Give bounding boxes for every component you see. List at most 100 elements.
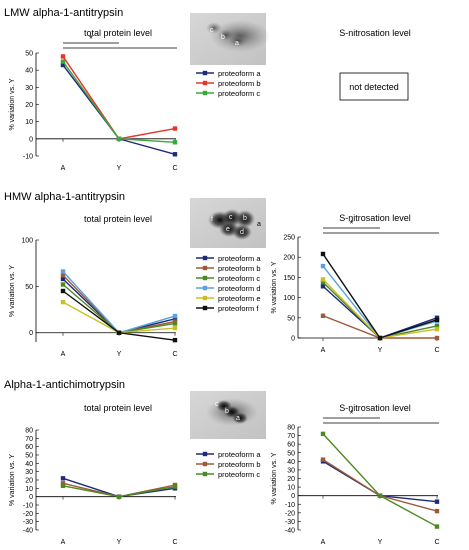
chart-title: total protein level (84, 28, 152, 38)
y-tick-label: 10 (25, 119, 33, 126)
significance-star: * (350, 409, 354, 420)
x-tick-label: Y (378, 347, 383, 354)
blot-image-alpha: c b a (190, 391, 266, 439)
legend-swatch-marker (202, 285, 208, 291)
series-line (62, 61, 176, 143)
legend-label: proteoform f (218, 304, 259, 313)
y-axis-label: % variation vs. Y (271, 452, 278, 504)
y-tick-label: 30 (287, 467, 295, 474)
legend-label: proteoform b (218, 264, 261, 273)
data-point (172, 152, 178, 157)
data-point (434, 317, 440, 323)
blot-label: c (210, 27, 214, 34)
y-tick-label: 0 (29, 494, 33, 501)
series-1 (320, 457, 440, 514)
series-2 (60, 59, 178, 145)
blot-label: b (225, 408, 229, 415)
legend-label: proteoform c (218, 470, 260, 479)
data-point (172, 313, 178, 319)
y-tick-label: 70 (25, 436, 33, 443)
data-point (172, 126, 178, 131)
data-point (320, 251, 326, 257)
legend-swatch-marker (202, 255, 208, 261)
legend-swatch-marker (202, 80, 208, 86)
y-tick-label: 40 (25, 461, 33, 468)
y-tick-label: 0 (29, 330, 33, 337)
legend-swatch-marker (202, 70, 208, 76)
legend-label: proteoform c (218, 89, 260, 98)
y-axis-label: % variation vs. Y (9, 78, 16, 130)
data-point (320, 277, 326, 282)
section-title-lmw: LMW alpha-1-antitrypsin (4, 7, 123, 19)
legend-swatch-marker (202, 275, 208, 281)
data-point (320, 280, 326, 285)
data-point (377, 335, 383, 341)
y-tick-label: 20 (25, 102, 33, 109)
blot-label: a (235, 40, 239, 47)
y-tick-label: 80 (25, 428, 33, 435)
not-detected-box (339, 72, 409, 101)
section-title-alpha: Alpha-1-antichimotrypsin (4, 379, 125, 391)
y-tick-label: 10 (25, 486, 33, 493)
blot-label: a (257, 221, 261, 228)
data-point (60, 59, 66, 64)
y-tick-label: 150 (283, 275, 295, 282)
series-line (322, 433, 438, 528)
data-point (172, 337, 178, 343)
chart-title: total protein level (84, 403, 152, 413)
data-point (60, 276, 66, 282)
blot-label: b (243, 215, 247, 222)
series-line (62, 56, 176, 140)
data-point (172, 140, 178, 145)
y-axis-label: % variation vs. Y (271, 261, 278, 313)
data-point (434, 499, 440, 504)
x-tick-label: C (172, 165, 177, 172)
y-tick-label: 50 (287, 315, 295, 322)
x-tick-label: A (321, 347, 326, 354)
legend-label: proteoform a (218, 69, 261, 78)
data-point (320, 284, 326, 289)
legend-label: proteoform e (218, 294, 261, 303)
legend-swatch-marker (202, 451, 208, 457)
y-tick-label: 30 (25, 469, 33, 476)
data-point (434, 524, 440, 529)
data-point (60, 483, 66, 489)
y-tick-label: 250 (283, 235, 295, 242)
x-tick-label: Y (117, 165, 122, 172)
y-tick-label: 50 (287, 450, 295, 457)
data-point (434, 508, 440, 514)
blot-label: c (215, 401, 219, 408)
y-tick-label: 0 (29, 136, 33, 143)
significance-star: * (350, 219, 354, 230)
series-5 (60, 288, 178, 343)
series-line (62, 301, 176, 334)
y-tick-label: -10 (285, 502, 295, 509)
y-tick-label: 50 (25, 51, 33, 58)
x-tick-label: A (321, 539, 326, 546)
y-tick-label: 40 (25, 68, 33, 75)
data-point (434, 335, 440, 341)
x-tick-label: Y (378, 539, 383, 546)
chart-hmw-snitro: S-nitrosation level 0 50 100 150 200 250 A Y C % v… (271, 213, 440, 354)
data-point (60, 299, 66, 305)
section-title-hmw: HMW alpha-1-antitrypsin (4, 191, 125, 203)
data-point (60, 62, 66, 68)
y-tick-label: 20 (25, 478, 33, 485)
y-tick-label: 60 (25, 444, 33, 451)
blot-image-lmw: c b a (190, 13, 270, 65)
y-tick-label: 50 (25, 453, 33, 460)
x-tick-label: A (61, 539, 66, 546)
data-point (60, 282, 66, 287)
y-tick-label: -40 (285, 528, 295, 535)
x-tick-label: A (61, 165, 66, 172)
legend-label: proteoform d (218, 284, 261, 293)
data-point (172, 321, 178, 326)
data-point (116, 494, 122, 499)
y-tick-label: 0 (291, 493, 295, 500)
data-point (172, 325, 178, 331)
